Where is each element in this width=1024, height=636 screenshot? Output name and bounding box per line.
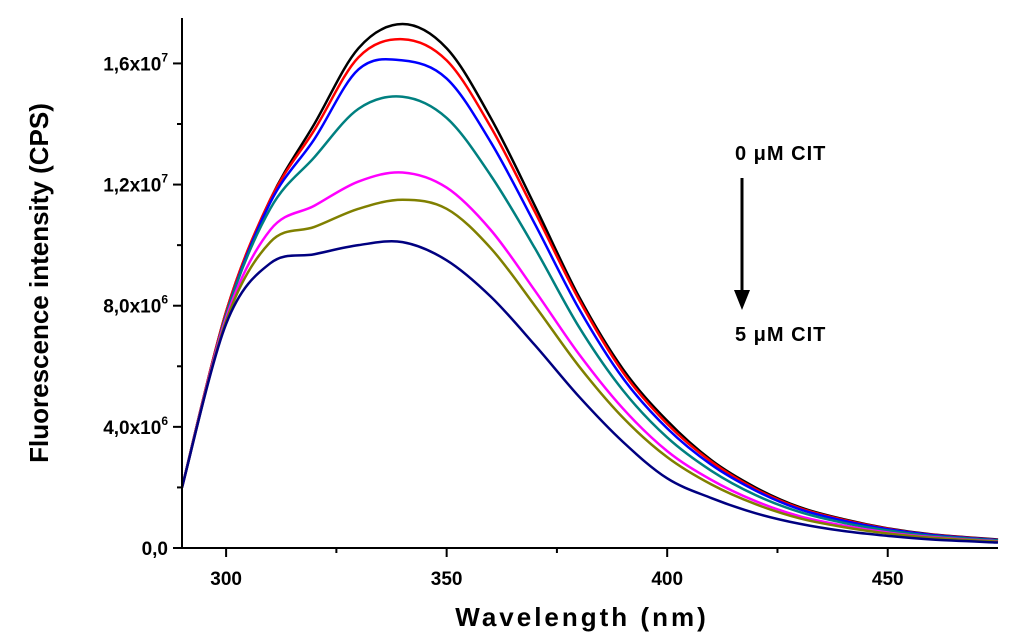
y-tick-label: 1,6x107 [103, 50, 168, 75]
axes-layer [181, 18, 998, 549]
annotation-arrow-head [734, 290, 750, 310]
annotation-top: 0 μM CIT [735, 143, 826, 165]
x-tick-label-350: 350 [431, 569, 463, 590]
ticks-layer: 300 350 400 450 0,0 4,0x106 8,0x106 1,2x107 1,6x… [103, 50, 903, 590]
series-line-1 [180, 22, 999, 541]
y-tick-label: 0,0 [142, 539, 168, 560]
x-tick-label-450: 450 [872, 569, 904, 590]
series-layer [180, 22, 999, 544]
annotation-bottom: 5 μM CIT [735, 324, 826, 346]
series-line-5 [180, 171, 999, 543]
series-line-6 [180, 198, 999, 543]
y-tick-label: 8,0x106 [103, 293, 168, 318]
series-line-2 [180, 37, 999, 542]
x-tick-label-400: 400 [651, 569, 683, 590]
y-tick-label: 1,2x107 [103, 172, 168, 197]
series-line-3 [180, 57, 999, 542]
y-tick-label: 4,0x106 [103, 414, 168, 439]
y-axis-title: Fluorescence intensity (CPS) [24, 103, 54, 463]
x-tick-label-300: 300 [210, 569, 242, 590]
series-line-4 [180, 95, 999, 542]
x-axis-title: Wavelength (nm) [455, 602, 708, 632]
series-line-7 [180, 239, 999, 544]
